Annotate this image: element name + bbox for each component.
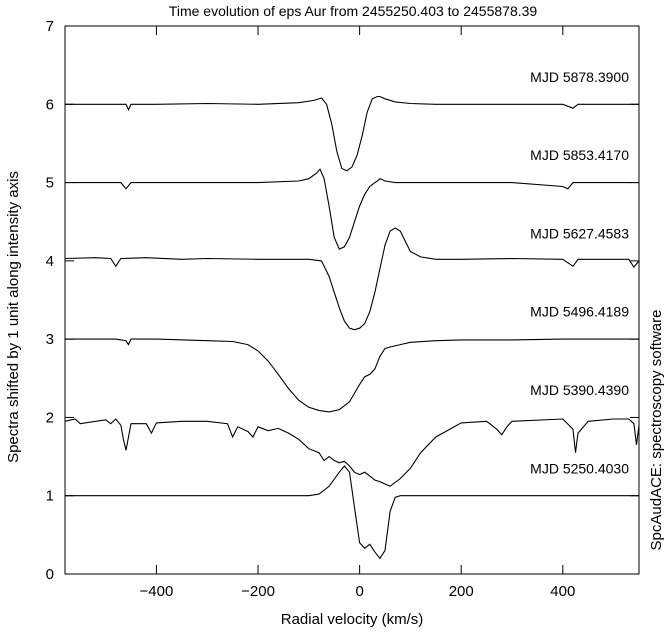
side-label: SpcAudACE: spectroscopy software (648, 310, 665, 551)
y-tick-label: 4 (46, 253, 54, 270)
y-axis-label: Spectra shifted by 1 unit along intensit… (5, 171, 22, 463)
spectrum-line (64, 418, 640, 487)
spectrum-line (65, 465, 639, 560)
x-tick-label: 200 (449, 583, 474, 600)
spectrum-label: MJD 5250.4030 (530, 460, 629, 476)
y-tick-label: 7 (46, 18, 54, 35)
plot-area: 0 1 2 3 4 5 6 7 −400 −200 0 200 400 MJD 5878.3900 MJD … (46, 18, 640, 600)
spectrum-label: MJD 5627.4583 (530, 225, 629, 241)
y-tick-label: 6 (46, 96, 54, 113)
y-tick-label: 0 (46, 566, 54, 583)
chart-title: Time evolution of eps Aur from 2455250.4… (169, 3, 538, 19)
spectrum-label: MJD 5496.4189 (530, 304, 629, 320)
y-tick-label: 5 (46, 175, 54, 192)
x-tick-label: −200 (241, 583, 275, 600)
spectrum-line (65, 95, 639, 172)
x-tick-label: 400 (550, 583, 575, 600)
x-axis-label: Radial velocity (km/s) (281, 611, 424, 628)
x-tick-label: 0 (355, 583, 363, 600)
spectrum-line (65, 338, 639, 413)
x-tick-label: −400 (140, 583, 174, 600)
spectrum-label: MJD 5390.4390 (530, 382, 629, 398)
spectrum-label: MJD 5853.4170 (530, 147, 629, 163)
y-tick-label: 3 (46, 331, 54, 348)
spectrum-line (64, 227, 640, 331)
spectrum-line (65, 168, 639, 250)
y-tick-label: 2 (46, 409, 54, 426)
plot-frame (64, 25, 640, 575)
spectrum-label: MJD 5878.3900 (530, 69, 629, 85)
y-tick-label: 1 (46, 488, 54, 505)
